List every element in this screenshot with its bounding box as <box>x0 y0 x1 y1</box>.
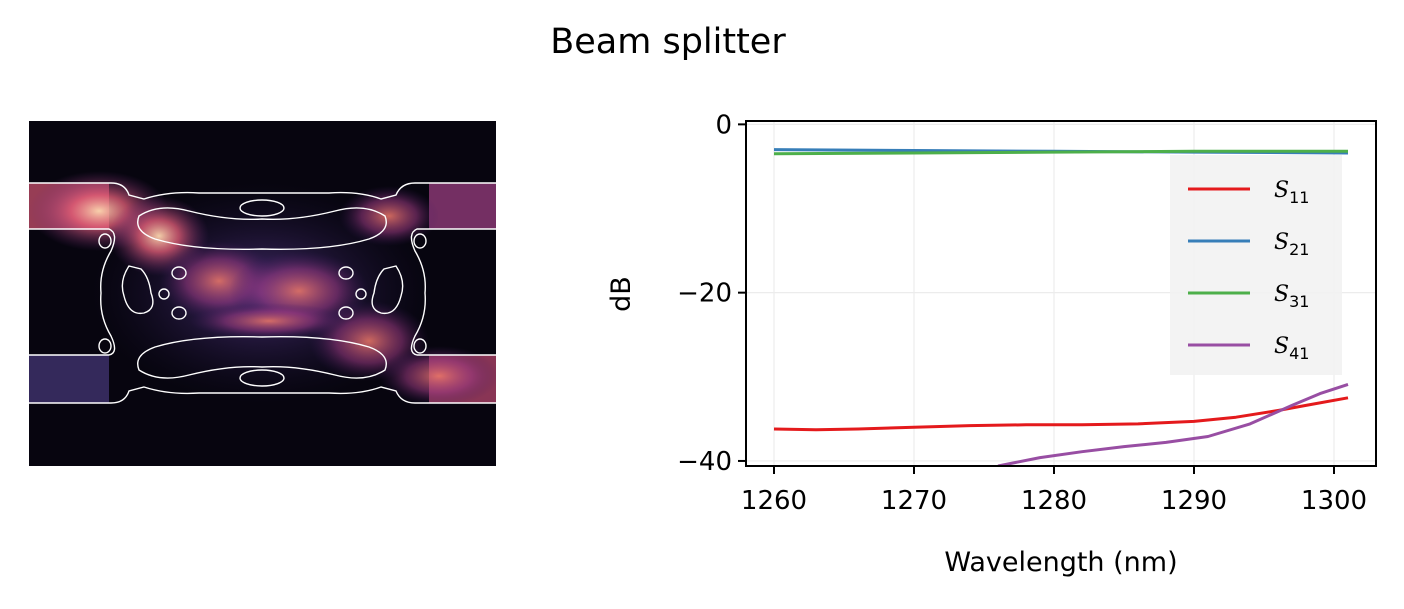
x-axis-ticks: 1260 1270 1280 1290 1300 <box>741 466 1367 516</box>
device-outline <box>29 182 496 404</box>
legend-box <box>1170 155 1342 375</box>
x-tick-label: 1260 <box>741 486 807 516</box>
x-axis-label: Wavelength (nm) <box>944 547 1177 578</box>
series-line-s31 <box>773 149 1348 156</box>
legend-label-s11: S11 <box>1274 178 1309 207</box>
y-tick-label: −20 <box>677 279 732 309</box>
field-intensity-heatmap <box>29 121 496 466</box>
y-axis-ticks: 0 −20 −40 <box>677 110 746 477</box>
x-tick-label: 1290 <box>1161 486 1227 516</box>
y-axis-label: dB <box>606 276 637 312</box>
legend-label-s41: S41 <box>1274 334 1309 363</box>
y-tick-label: 0 <box>715 110 732 140</box>
legend-label-s21: S21 <box>1274 230 1309 259</box>
series-line-s41 <box>997 382 1349 466</box>
x-tick-label: 1280 <box>1021 486 1087 516</box>
y-tick-label: −40 <box>677 447 732 477</box>
figure-title: Beam splitter <box>550 22 786 62</box>
x-tick-label: 1270 <box>881 486 947 516</box>
legend: S11 S21 S31 S41 <box>1170 155 1342 375</box>
legend-label-s31: S31 <box>1274 282 1309 311</box>
x-tick-label: 1300 <box>1301 486 1367 516</box>
field-intensity-glow <box>29 171 496 406</box>
series-lines <box>773 148 1349 466</box>
